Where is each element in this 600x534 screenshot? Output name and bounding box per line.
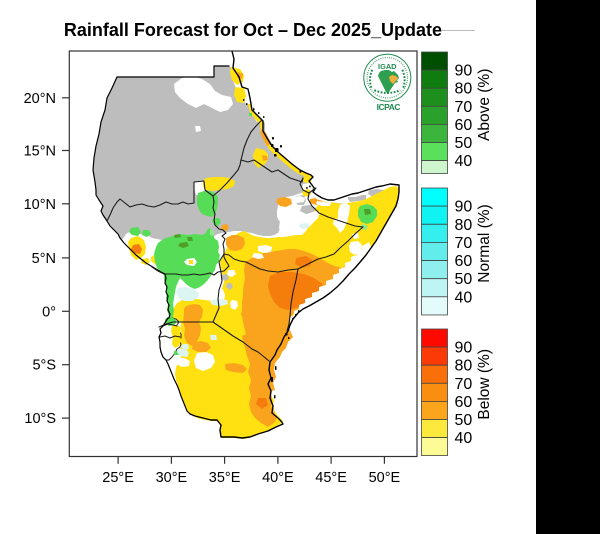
svg-text:40: 40 [455, 430, 473, 447]
svg-text:30°E: 30°E [156, 470, 188, 486]
svg-text:50: 50 [455, 271, 473, 288]
svg-text:90: 90 [455, 63, 473, 80]
svg-text:40: 40 [455, 289, 473, 306]
svg-text:15°N: 15°N [24, 144, 56, 160]
svg-text:80: 80 [455, 217, 473, 234]
svg-text:50: 50 [455, 135, 473, 152]
svg-text:20°N: 20°N [24, 91, 56, 107]
svg-text:70: 70 [455, 99, 473, 116]
svg-text:40°E: 40°E [262, 470, 294, 486]
svg-text:60: 60 [455, 394, 473, 411]
svg-text:Below (%): Below (%) [476, 349, 493, 420]
svg-text:90: 90 [455, 340, 473, 357]
svg-text:80: 80 [455, 358, 473, 375]
svg-text:10°S: 10°S [24, 411, 56, 427]
svg-text:60: 60 [455, 253, 473, 270]
svg-text:10°N: 10°N [24, 197, 56, 213]
svg-text:Normal (%): Normal (%) [476, 204, 493, 282]
svg-text:IGAD: IGAD [378, 62, 397, 71]
svg-text:70: 70 [455, 235, 473, 252]
svg-text:25°E: 25°E [102, 470, 134, 486]
svg-text:45°E: 45°E [315, 470, 347, 486]
svg-text:60: 60 [455, 117, 473, 134]
svg-text:40: 40 [455, 153, 473, 170]
svg-text:35°E: 35°E [209, 470, 241, 486]
svg-text:Above (%): Above (%) [476, 69, 493, 141]
svg-text:80: 80 [455, 81, 473, 98]
svg-text:Rainfall Forecast for Oct – De: Rainfall Forecast for Oct – Dec 2025_Upd… [64, 20, 442, 40]
svg-text:50°E: 50°E [369, 470, 401, 486]
svg-text:5°N: 5°N [32, 251, 56, 267]
svg-text:50: 50 [455, 412, 473, 429]
svg-text:ICPAC: ICPAC [377, 102, 401, 112]
svg-text:5°S: 5°S [32, 358, 56, 374]
svg-text:70: 70 [455, 376, 473, 393]
svg-text:0°: 0° [42, 304, 56, 320]
svg-text:90: 90 [455, 199, 473, 216]
